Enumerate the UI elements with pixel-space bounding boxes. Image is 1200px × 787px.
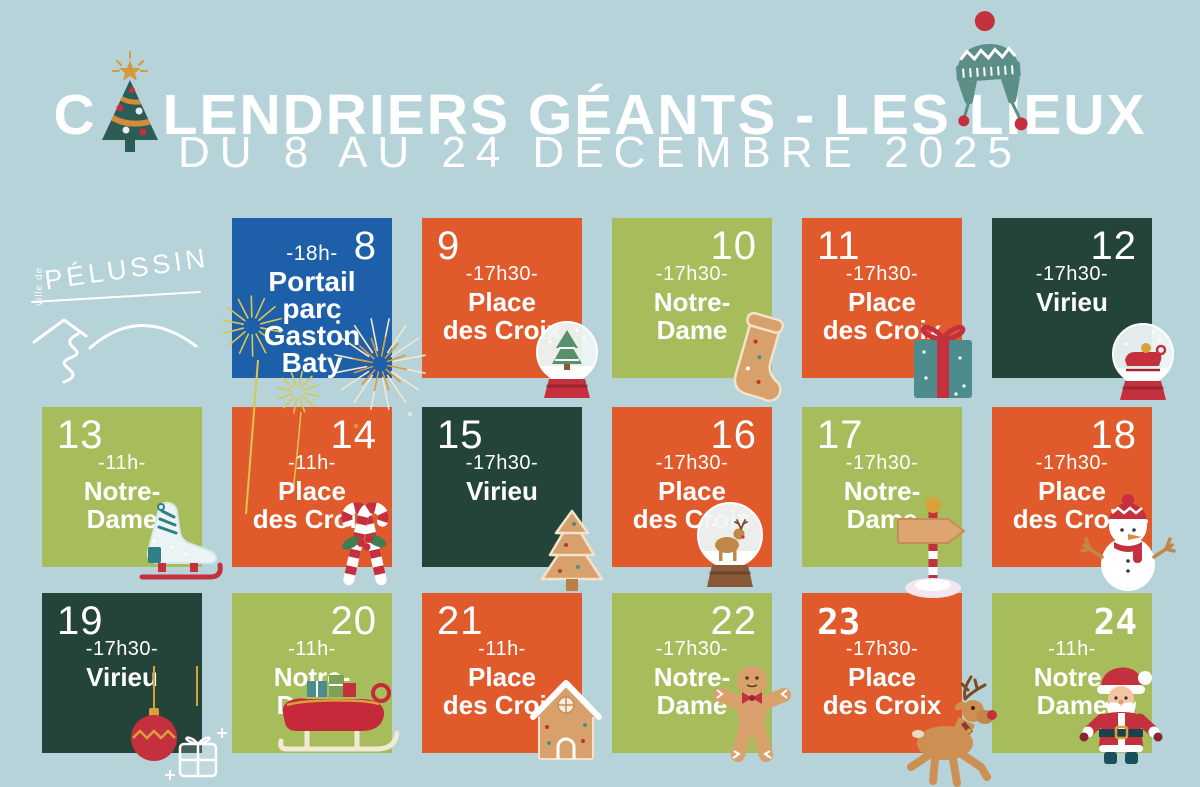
calendar-tile-22: 22 -17h30- Notre- Dame (612, 593, 791, 762)
event-time: -17h30- (845, 452, 919, 474)
day-number: 9 (437, 224, 461, 268)
event-place: Notre- Dame (653, 287, 731, 346)
day-number: 18 (1090, 413, 1137, 457)
calendar-tile-16: 16 -17h30- Place des Croix (612, 407, 772, 587)
event-time: -17h30- (1035, 263, 1109, 285)
calendar-tile-15: 15 -17h30- Virieu (422, 407, 604, 591)
event-time: -17h30- (655, 263, 729, 285)
calendar-tile-12: 12 -17h30- Virieu (992, 218, 1174, 400)
day-number: 16 (710, 413, 757, 457)
calendar-tile-21: 21 -11h- Place des Croix (422, 593, 602, 760)
event-place: Notre- Dame (843, 476, 921, 535)
event-time: -17h30- (85, 638, 159, 660)
calendar-tile-23: 23 -17h30- Place des Croix (802, 593, 997, 787)
day-number: 19 (57, 599, 104, 643)
event-place: Notre- Dame (273, 662, 351, 721)
snow-globe-sleigh-icon (1108, 318, 1178, 406)
event-time: -17h30- (845, 638, 919, 660)
day-number: 12 (1090, 224, 1137, 268)
day-number: 24 (1093, 602, 1137, 643)
calendar-tile-10: 10 -17h30- Notre- Dame (612, 218, 784, 402)
calendar-tile-19: 19 -17h30- Virieu (42, 593, 227, 780)
event-time: -11h- (288, 638, 336, 660)
event-place: Portail parc Gaston Baty (263, 266, 361, 379)
day-number: 11 (817, 224, 861, 268)
event-place: Virieu (86, 662, 158, 692)
event-place: Place des Croix (442, 287, 562, 346)
title-rest: LENDRIERS GÉANTS - LES LIEUX (162, 83, 1147, 147)
event-place: Place des Croix (1012, 476, 1132, 535)
calendar-tile-8: 8 -18h- Portail parc Gaston Baty (221, 218, 426, 515)
day-number: 8 (353, 224, 377, 268)
event-time: -11h- (98, 452, 146, 474)
calendar-tile-13: 13 -11h- Notre- Dame (42, 407, 223, 580)
event-place: Notre- Dame (83, 476, 161, 535)
event-place: Place des Croix (252, 476, 372, 535)
event-time: -17h30- (655, 638, 729, 660)
event-time: -17h30- (655, 452, 729, 474)
event-time: -11h- (1048, 638, 1096, 660)
winter-hat-icon (936, 6, 1038, 138)
day-number: 23 (817, 602, 861, 643)
day-number: 10 (710, 224, 757, 268)
event-time: -17h30- (465, 263, 539, 285)
event-place: Notre- Dame (1033, 662, 1111, 721)
event-time: -11h- (288, 452, 336, 474)
calendar-tile-14: 14 -11h- Place des Croix (232, 407, 392, 586)
day-number: 22 (710, 599, 757, 643)
event-place: Notre- Dame (653, 662, 731, 721)
event-place: Place des Croix (632, 476, 752, 535)
page-title: C LENDRIERS GÉANTS - LES LIEUX (0, 51, 1200, 154)
event-place: Place des Croix (442, 662, 562, 721)
logo-landscape-doodle (31, 291, 201, 384)
calendar-tile-24: 24 -11h- Notre- Dame (992, 593, 1163, 764)
date-range-subtitle: DU 8 AU 24 DÉCEMBRE 2025 (177, 128, 1023, 177)
gingerbread-tree-icon (536, 505, 608, 597)
title-prefix: C (53, 83, 97, 147)
event-time: -17h30- (465, 452, 539, 474)
event-place: Place des Croix (822, 287, 942, 346)
event-place: Place des Croix (822, 662, 942, 721)
event-place: Virieu (466, 476, 538, 506)
event-time: -17h30- (845, 263, 919, 285)
day-number: 13 (57, 413, 104, 457)
calendar-tile-11: 11 -17h30- Place des Croix (802, 218, 972, 398)
calendar-tile-9: 9 -17h30- Place des Croix (422, 218, 598, 398)
calendar-tile-18: 18 -17h30- Place des Croix (992, 407, 1176, 591)
day-number: 20 (330, 599, 377, 643)
day-number: 15 (437, 413, 484, 457)
event-time: -11h- (478, 638, 526, 660)
event-time: -17h30- (1035, 452, 1109, 474)
calendar-tile-17: 17 -17h30- Notre- Dame (802, 407, 965, 598)
day-number: 14 (330, 413, 377, 457)
day-number: 21 (437, 599, 484, 643)
calendar-tile-20: 20 -11h- Notre- Dame (232, 593, 400, 753)
pelussin-logo: ville de PÉLUSSIN (20, 240, 220, 400)
christmas-tree-icon (94, 51, 166, 154)
event-place: Virieu (1036, 287, 1108, 317)
event-time: -18h- (286, 242, 338, 265)
day-number: 17 (817, 413, 864, 457)
